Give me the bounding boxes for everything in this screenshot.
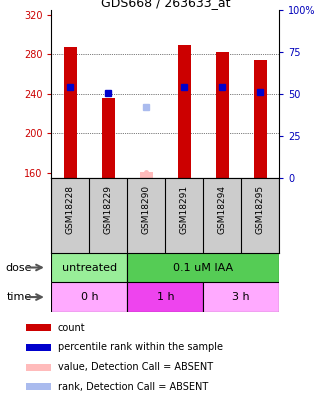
Text: GSM18295: GSM18295	[256, 185, 265, 234]
Text: GSM18229: GSM18229	[104, 185, 113, 234]
Bar	[127, 253, 279, 282]
Bar	[64, 47, 77, 178]
Text: GSM18228: GSM18228	[66, 185, 75, 234]
Bar	[254, 60, 267, 178]
Text: time: time	[7, 292, 32, 302]
Bar	[51, 253, 127, 282]
Bar	[102, 98, 115, 178]
Bar	[26, 364, 51, 371]
Text: untreated: untreated	[62, 262, 117, 273]
Text: GSM18290: GSM18290	[142, 185, 151, 234]
Text: rank, Detection Call = ABSENT: rank, Detection Call = ABSENT	[58, 382, 208, 392]
Text: 0.1 uM IAA: 0.1 uM IAA	[173, 262, 233, 273]
Text: GSM18294: GSM18294	[218, 185, 227, 234]
Bar	[26, 344, 51, 351]
Text: dose: dose	[6, 262, 32, 273]
Bar	[140, 172, 153, 178]
Bar	[26, 324, 51, 331]
Bar	[51, 282, 127, 312]
Text: percentile rank within the sample: percentile rank within the sample	[58, 343, 223, 352]
Text: count: count	[58, 323, 85, 333]
Text: 3 h: 3 h	[232, 292, 250, 302]
Title: GDS668 / 263633_at: GDS668 / 263633_at	[100, 0, 230, 9]
Bar	[203, 282, 279, 312]
Bar	[127, 282, 203, 312]
Bar	[26, 383, 51, 390]
Text: value, Detection Call = ABSENT: value, Detection Call = ABSENT	[58, 362, 213, 372]
Text: GSM18291: GSM18291	[180, 185, 189, 234]
Bar	[216, 52, 229, 178]
Bar	[178, 45, 191, 178]
Text: 1 h: 1 h	[157, 292, 174, 302]
Text: 0 h: 0 h	[81, 292, 98, 302]
